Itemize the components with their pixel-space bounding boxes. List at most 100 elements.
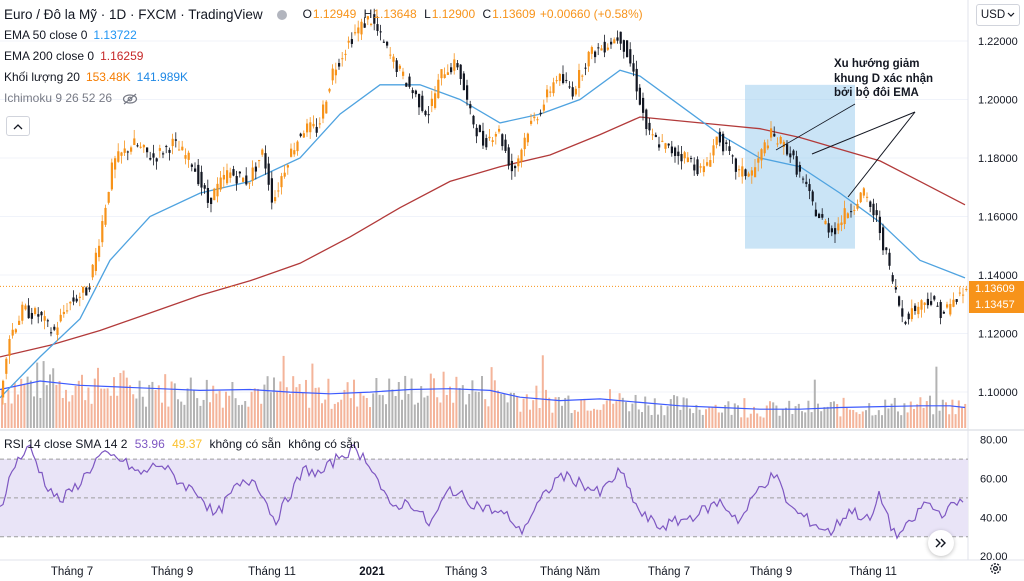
volume-bar [71, 395, 74, 428]
volume-bar [865, 410, 867, 428]
candle-body [318, 123, 321, 125]
volume-bar [343, 389, 346, 428]
candle-body [338, 63, 341, 67]
volume-bar [711, 406, 714, 428]
volume-bar [935, 366, 938, 428]
candle-body [491, 140, 494, 142]
time-tick-label: Tháng Năm [540, 566, 600, 578]
volume-bar [231, 382, 234, 428]
volume-bar [42, 361, 45, 428]
candle-body [965, 288, 968, 290]
candle-body [542, 104, 545, 111]
volume-bar [273, 377, 275, 428]
candle-body [91, 264, 94, 278]
volume-bar [900, 415, 903, 428]
candle-body [581, 75, 584, 77]
currency-select[interactable]: USD [976, 4, 1020, 26]
volume-bar [740, 417, 743, 428]
ohlc-high-value: 1.13648 [373, 7, 417, 21]
candle-body [370, 23, 373, 25]
candle-body [72, 297, 75, 302]
time-tick-label: Tháng 7 [648, 566, 690, 578]
candle-body [920, 300, 923, 310]
candle-body [286, 165, 289, 168]
candle-body [587, 51, 590, 67]
volume-bar [122, 370, 125, 428]
volume-bar [769, 401, 771, 428]
volume-bar [340, 399, 343, 428]
candle-body [315, 126, 318, 133]
ema-price-tag: 1.13457 [969, 297, 1024, 313]
symbol-title[interactable]: Euro / Đô la Mỹ · 1D · FXCM · TradingVie… [4, 7, 263, 22]
legend-ema50[interactable]: EMA 50 close 0 1.13722 [4, 25, 643, 46]
ohlc-close-key: C [482, 7, 492, 21]
volume-bar [55, 384, 58, 428]
volume-bar [765, 405, 768, 428]
candle-body [712, 145, 715, 156]
candle-body [210, 197, 213, 205]
volume-bar [522, 398, 525, 428]
volume-bar [212, 385, 215, 428]
volume-bar [359, 393, 362, 428]
volume-bar [861, 411, 864, 428]
highlight-connector [775, 103, 856, 151]
rsi-legend[interactable]: RSI 14 close SMA 14 2 53.96 49.37 không … [4, 437, 360, 451]
candle-body [264, 153, 267, 169]
volume-bar [177, 399, 179, 428]
volume-bar [218, 390, 221, 428]
volume-bar [650, 414, 653, 428]
scroll-to-realtime-button[interactable] [928, 530, 954, 556]
volume-bar [714, 404, 717, 428]
candle-body [722, 133, 725, 152]
legend-ichimoku[interactable]: Ichimoku 9 26 52 26 [4, 88, 643, 109]
settings-button[interactable] [988, 561, 1003, 580]
eye-off-icon[interactable] [122, 93, 138, 105]
volume-bar [647, 405, 650, 428]
candle-body [366, 16, 369, 20]
volume-bar [151, 381, 154, 428]
candle-body [222, 174, 225, 180]
candle-body [584, 67, 587, 69]
volume-bar [301, 392, 304, 428]
annotation-lines [775, 103, 916, 198]
volume-bar [727, 401, 730, 428]
candle-body [283, 172, 286, 177]
candle-body [117, 151, 120, 162]
volume-bar [788, 400, 791, 428]
volume-bar [365, 398, 368, 428]
candle-body [485, 138, 488, 148]
candle-body [162, 153, 165, 155]
candle-body [795, 156, 798, 175]
volume-bar [753, 406, 755, 428]
price-axis[interactable]: 1.10000 1.12000 1.14000 1.16000 1.18000 1.200… [978, 36, 1018, 399]
candle-body [562, 74, 565, 83]
volume-bar [628, 411, 631, 428]
candle-body [146, 147, 149, 153]
candle-body [75, 298, 78, 302]
legend-volume[interactable]: Khối lượng 20 153.48K 141.989K [4, 67, 643, 88]
time-axis[interactable]: Tháng 7 Tháng 9 Tháng 11 2021 Tháng 3 Tháng N… [51, 566, 897, 578]
collapse-legend-button[interactable] [6, 116, 30, 136]
volume-bar [311, 363, 314, 428]
chevron-up-icon [13, 123, 23, 129]
volume-bar [874, 414, 877, 428]
candle-body [203, 185, 206, 189]
candle-body [549, 91, 552, 93]
volume-bar [676, 396, 679, 428]
candle-body [792, 150, 795, 156]
legend-ema200[interactable]: EMA 200 close 0 1.16259 [4, 46, 643, 67]
volume-bar [426, 395, 429, 428]
price-tick-label: 1.20000 [978, 94, 1018, 106]
candle-body [626, 40, 629, 58]
volume-bar [87, 387, 90, 428]
volume-bar [266, 376, 269, 428]
candle-body [776, 143, 779, 145]
trend-annotation[interactable]: Xu hướng giảm khung D xác nhận bởi bộ đô… [834, 57, 964, 101]
volume-bar [234, 398, 237, 428]
volume-bar [961, 407, 963, 428]
candle-body [846, 213, 849, 219]
volume-bar [945, 402, 947, 428]
time-tick-label: 2021 [359, 566, 385, 578]
rsi-axis[interactable]: 20.00 40.00 60.00 80.00 [980, 435, 1008, 563]
